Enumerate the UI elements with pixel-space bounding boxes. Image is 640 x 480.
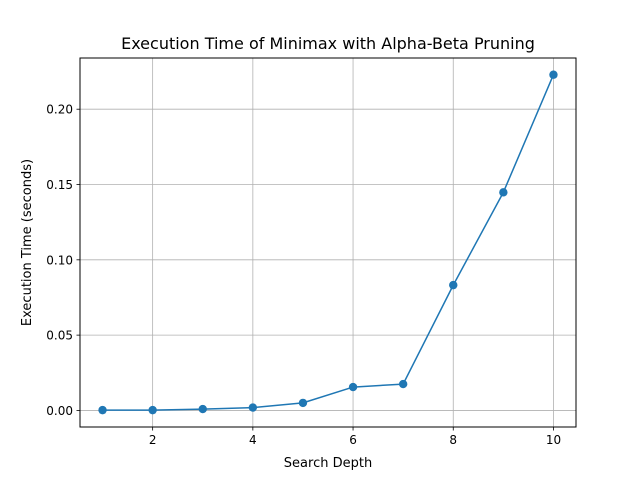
data-point [148, 405, 157, 415]
x-axis-label: Search Depth [284, 456, 372, 471]
data-point [499, 188, 508, 197]
data-series [98, 70, 558, 415]
y-tick-label: 0.15 [46, 178, 73, 192]
chart-title: Execution Time of Minimax with Alpha-Bet… [121, 34, 535, 53]
y-axis-label: Execution Time (seconds) [20, 159, 35, 326]
y-tick-label: 0.00 [46, 404, 73, 418]
data-point [398, 379, 408, 389]
plot-area-frame [79, 57, 577, 428]
series-line [102, 74, 555, 411]
data-point [248, 403, 258, 412]
x-tick-label: 10 [546, 433, 561, 447]
grid-lines [80, 58, 576, 427]
data-point [98, 405, 107, 415]
y-tick-label: 0.20 [46, 103, 73, 117]
data-point [298, 398, 308, 408]
data-point [198, 404, 207, 414]
x-tick-label: 2 [149, 433, 157, 447]
x-tick-label: 6 [349, 433, 357, 447]
y-tick-label: 0.10 [46, 253, 73, 267]
x-tick-label: 4 [249, 433, 257, 447]
data-point [549, 70, 558, 79]
data-point [449, 280, 458, 290]
y-tick-label: 0.05 [46, 329, 73, 343]
x-tick-label: 8 [449, 433, 457, 447]
axis-ticks: 2 4 6 8 10 0.00 0.05 0.10 0.15 0.20 [46, 103, 561, 447]
data-point [348, 382, 358, 392]
